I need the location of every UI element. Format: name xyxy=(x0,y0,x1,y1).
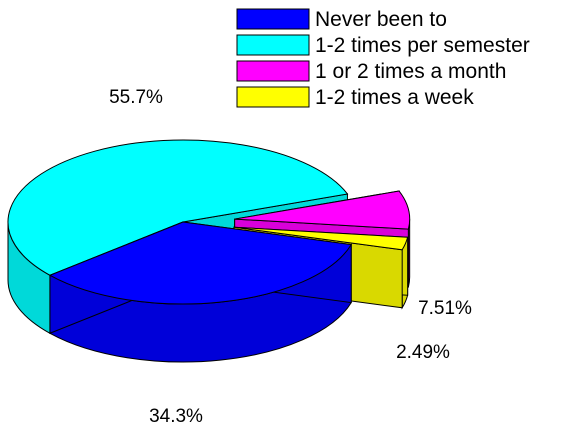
value-label-1-2-times-a-week: 2.49% xyxy=(396,342,450,363)
legend-swatch-1-2-times-a-week xyxy=(236,86,310,108)
legend-label-1-2-times-a-week: 1-2 times a week xyxy=(315,86,474,109)
legend-swatch-never-been-to xyxy=(236,8,310,30)
legend-label-never-been-to: Never been to xyxy=(315,8,447,31)
legend-label-1-2-times-per-semester: 1-2 times per semester xyxy=(315,34,530,57)
pie-slice-never-been-to xyxy=(48,221,353,363)
slice-top xyxy=(234,190,411,230)
slice-top xyxy=(48,221,353,305)
value-label-never-been-to: 34.3% xyxy=(149,406,203,427)
legend-label-1-or-2-times-a-month: 1 or 2 times a month xyxy=(315,60,506,83)
value-label-1-2-times-per-semester: 55.7% xyxy=(109,87,163,108)
legend: Never been to 1-2 times per semester 1 or … xyxy=(236,8,530,109)
legend-swatch-1-2-times-per-semester xyxy=(236,34,310,56)
slice-top xyxy=(233,226,409,251)
slice-top xyxy=(7,139,349,276)
legend-swatch-1-or-2-times-a-month xyxy=(236,60,310,82)
value-label-1-or-2-times-a-month: 7.51% xyxy=(418,298,472,319)
